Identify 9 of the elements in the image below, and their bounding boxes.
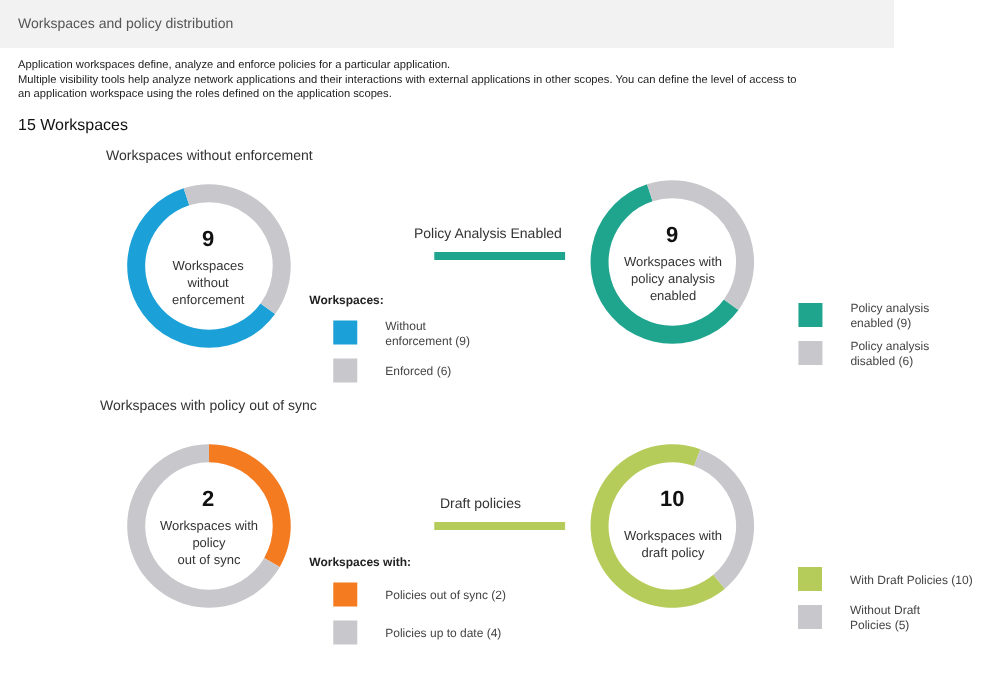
text: 9 [202,228,215,252]
donut-slice [127,444,280,608]
donut-slice [127,188,276,348]
text: 2 [202,488,215,512]
text: 9 [666,224,679,248]
donut-slice [590,184,739,344]
text: 15 Workspaces [18,116,128,134]
text: 10 [660,488,685,512]
donut-slice [590,444,725,608]
